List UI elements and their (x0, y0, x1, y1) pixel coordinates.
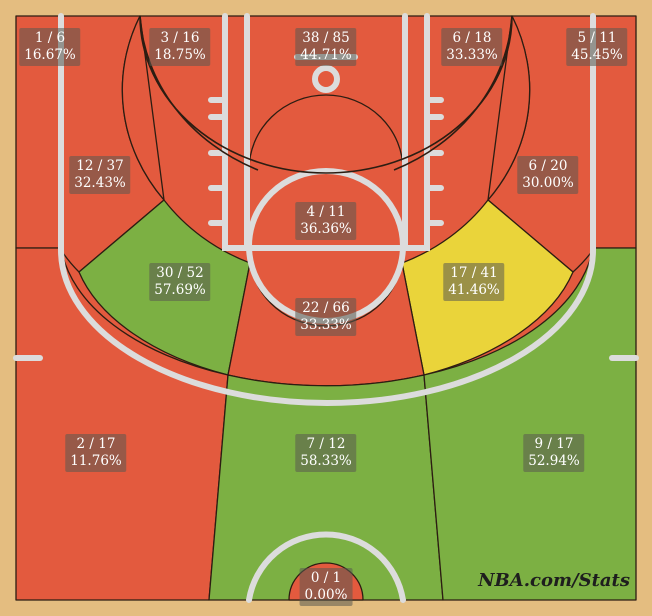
zone-percentage: 18.75% (154, 47, 206, 63)
zone-made-attempted: 6 / 20 (528, 158, 568, 174)
zone-made-attempted: 7 / 12 (306, 436, 346, 452)
zone-lmid3 (121, 15, 165, 201)
zone-percentage: 45.45% (571, 47, 623, 63)
zone-label-lw3: 3 / 16 18.75% (149, 28, 211, 66)
nba-stats-watermark: NBA.com/Stats (478, 570, 630, 591)
zone-lbase (15, 247, 229, 601)
zone-percentage: 41.46% (448, 282, 500, 298)
zone-made-attempted: 30 / 52 (156, 265, 204, 281)
zone-made-attempted: 0 / 1 (310, 570, 342, 586)
zone-made-attempted: 5 / 11 (577, 30, 617, 46)
zone-rmid3 (487, 15, 531, 201)
zone-percentage: 11.76% (70, 453, 122, 469)
zone-made-attempted: 22 / 66 (302, 300, 350, 316)
zone-label-rim: 0 / 1 0.00% (299, 568, 353, 606)
zone-label-rmid3: 6 / 20 30.00% (517, 156, 579, 194)
zone-label-lmid3: 12 / 37 32.43% (69, 156, 131, 194)
zone-made-attempted: 2 / 17 (76, 436, 116, 452)
zone-percentage: 36.36% (300, 221, 352, 237)
zone-made-attempted: 9 / 17 (534, 436, 574, 452)
lane-inner-lines (244, 13, 408, 251)
lane-outline (222, 13, 430, 251)
zone-percentage: 33.33% (300, 317, 352, 333)
lane-marks-right (424, 97, 444, 226)
zone-label-rw3: 6 / 18 33.33% (441, 28, 503, 66)
zone-percentage: 57.69% (154, 282, 206, 298)
zone-label-lbase: 2 / 17 11.76% (65, 434, 127, 472)
zone-label-rc3: 5 / 11 45.45% (566, 28, 628, 66)
three-point-line (58, 13, 596, 406)
zone-percentage: 33.33% (446, 47, 498, 63)
zone-made-attempted: 17 / 41 (450, 265, 498, 281)
zone-label-center: 22 / 66 33.33% (295, 298, 357, 336)
inner-arcs (139, 15, 513, 174)
rim (312, 65, 340, 93)
center-circle (246, 531, 406, 603)
zone-label-lwing: 30 / 52 57.69% (149, 263, 211, 301)
zone-label-rbase: 9 / 17 52.94% (523, 434, 585, 472)
zone-label-paint: 4 / 11 36.36% (295, 202, 357, 240)
zone-percentage: 30.00% (522, 175, 574, 191)
zone-made-attempted: 6 / 18 (452, 30, 492, 46)
zone-label-rwing: 17 / 41 41.46% (443, 263, 505, 301)
zone-percentage: 16.67% (24, 47, 76, 63)
zone-label-lc3: 1 / 6 16.67% (19, 28, 81, 66)
zone-percentage: 0.00% (304, 587, 348, 603)
zones-layer (15, 15, 637, 601)
zone-made-attempted: 38 / 85 (302, 30, 350, 46)
zone-percentage: 52.94% (528, 453, 580, 469)
zone-made-attempted: 4 / 11 (306, 204, 346, 220)
zone-percentage: 58.33% (300, 453, 352, 469)
zone-percentage: 32.43% (74, 175, 126, 191)
lane-marks-left (208, 97, 228, 226)
zone-label-lane: 7 / 12 58.33% (295, 434, 357, 472)
zone-made-attempted: 3 / 16 (160, 30, 200, 46)
zone-label-top3: 38 / 85 44.71% (295, 28, 357, 66)
zone-percentage: 44.71% (300, 47, 352, 63)
zone-made-attempted: 12 / 37 (76, 158, 124, 174)
zone-made-attempted: 1 / 6 (34, 30, 66, 46)
